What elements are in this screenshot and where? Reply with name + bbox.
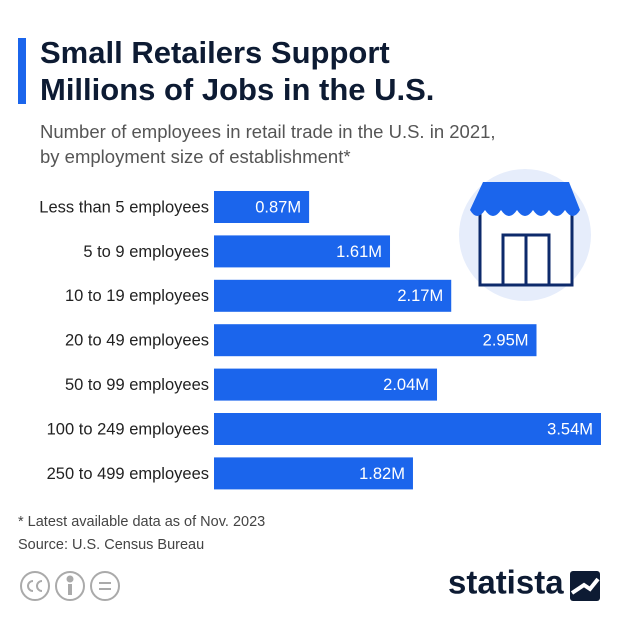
- value-label: 2.04M: [383, 376, 429, 394]
- chart-subtitle: by employment size of establishment*: [40, 146, 351, 167]
- category-label: 5 to 9 employees: [83, 243, 209, 261]
- category-label: Less than 5 employees: [39, 198, 209, 216]
- category-label: 20 to 49 employees: [65, 332, 209, 350]
- category-label: 10 to 19 employees: [65, 287, 209, 305]
- value-label: 2.95M: [483, 332, 529, 350]
- chart-subtitle: Number of employees in retail trade in t…: [40, 121, 496, 142]
- value-label: 1.61M: [336, 243, 382, 261]
- chart-title: Small Retailers Support: [40, 35, 390, 70]
- bar: [214, 457, 413, 490]
- source: Source: U.S. Census Bureau: [18, 537, 204, 553]
- category-label: 50 to 99 employees: [65, 376, 209, 394]
- value-label: 2.17M: [397, 287, 443, 305]
- footnote: * Latest available data as of Nov. 2023: [18, 514, 265, 530]
- chart-title: Millions of Jobs in the U.S.: [40, 72, 434, 107]
- value-label: 1.82M: [359, 465, 405, 483]
- bar: [214, 368, 438, 401]
- brand: statista: [448, 564, 564, 601]
- value-label: 3.54M: [547, 420, 593, 438]
- license-icons: [20, 571, 120, 601]
- bar: [214, 235, 391, 268]
- category-label: 100 to 249 employees: [47, 420, 209, 438]
- bar: [214, 413, 601, 445]
- bar: [214, 191, 310, 223]
- value-label: 0.87M: [255, 198, 301, 216]
- store-icon: [459, 169, 591, 301]
- title-accent: [18, 38, 26, 104]
- bar: [214, 279, 452, 312]
- brand-icon: [570, 571, 600, 601]
- category-label: 250 to 499 employees: [47, 465, 209, 483]
- bar: [214, 324, 537, 357]
